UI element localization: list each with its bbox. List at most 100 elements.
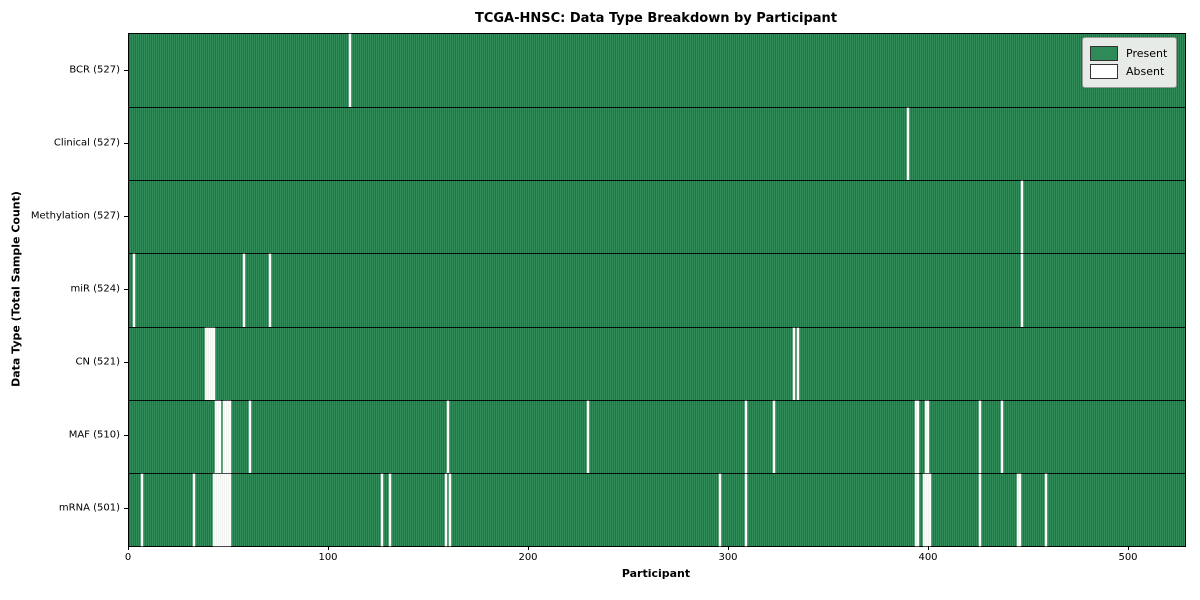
absent-bar [133, 254, 135, 327]
y-axis-tick [124, 289, 128, 290]
absent-bar [141, 473, 143, 546]
y-axis-tick [124, 215, 128, 217]
absent-bar [209, 327, 211, 400]
absent-bar [219, 473, 221, 546]
absent-bar [927, 473, 929, 546]
absent-bar [773, 400, 775, 473]
y-axis-tick [124, 362, 128, 364]
absent-bar [917, 400, 919, 473]
chart-title: TCGA-HNSC: Data Type Breakdown by Partic… [474, 11, 838, 26]
absent-bar [217, 473, 219, 546]
absent-bar [381, 473, 383, 546]
absent-bar [219, 400, 221, 473]
x-axis-label: Participant [621, 567, 691, 580]
absent-bar [979, 400, 981, 473]
y-tick-label: MAF (510) [68, 429, 120, 441]
absent-bar [1045, 473, 1047, 546]
absent-bar [349, 34, 351, 108]
absent-bar [213, 473, 215, 546]
legend-item-absent: Absent [1090, 64, 1167, 79]
row-band-methylation [129, 180, 1185, 254]
plot-area [128, 33, 1186, 547]
absent-bar [925, 400, 927, 473]
y-tick-label: CN (521) [75, 356, 120, 368]
row-band-mrna [129, 472, 1185, 546]
present-swatch-icon [1090, 46, 1118, 61]
x-tick-label: 500 [1118, 552, 1138, 563]
absent-bar [793, 327, 795, 400]
absent-bar [227, 400, 229, 473]
absent-bar [445, 473, 447, 546]
absent-bar [979, 473, 981, 546]
absent-bar [223, 473, 225, 546]
absent-bar [745, 400, 747, 473]
absent-bar [213, 327, 215, 400]
absent-bar [223, 400, 225, 473]
absent-bar [229, 400, 231, 473]
absent-bar [447, 400, 449, 473]
absent-bar [719, 473, 721, 546]
absent-bar [211, 327, 213, 400]
absent-bar [229, 473, 231, 546]
absent-swatch-icon [1090, 64, 1118, 79]
x-axis-tick [528, 546, 529, 550]
legend: Present Absent [1082, 37, 1178, 88]
legend-absent-label: Absent [1126, 65, 1165, 78]
absent-bar [923, 473, 925, 546]
absent-bar [1021, 181, 1023, 254]
absent-bar [389, 473, 391, 546]
absent-bar [217, 400, 219, 473]
absent-bar [925, 473, 927, 546]
y-tick-label: Clinical (527) [53, 137, 120, 149]
y-axis-tick [124, 508, 128, 510]
absent-bar [227, 473, 229, 546]
absent-bar [929, 473, 931, 546]
absent-bar [215, 400, 217, 473]
y-tick-label: BCR (527) [69, 64, 120, 76]
absent-bar [917, 473, 919, 546]
x-tick-label: 0 [124, 552, 132, 563]
y-axis-tick [124, 142, 128, 144]
absent-bar [225, 400, 227, 473]
absent-bar [449, 473, 451, 546]
absent-bar [205, 327, 207, 400]
row-band-mir [129, 253, 1185, 327]
absent-bar [907, 108, 909, 181]
absent-bar [215, 473, 217, 546]
legend-present-label: Present [1126, 47, 1168, 60]
absent-bar [927, 400, 929, 473]
absent-bar [225, 473, 227, 546]
absent-bar [1017, 473, 1019, 546]
y-axis-tick [124, 435, 128, 437]
row-band-bcr [129, 34, 1185, 108]
row-band-clinical [129, 107, 1185, 181]
x-tick-label: 100 [318, 552, 338, 563]
x-axis-tick [928, 546, 929, 550]
absent-bar [1001, 400, 1003, 473]
x-tick-label: 300 [718, 552, 738, 563]
absent-bar [269, 254, 271, 327]
absent-bar [243, 254, 245, 327]
x-axis-tick [128, 546, 129, 550]
absent-bar [249, 400, 251, 473]
x-tick-label: 400 [918, 552, 938, 563]
row-band-maf [129, 399, 1185, 473]
absent-bar [221, 473, 223, 546]
y-tick-label: Methylation (527) [30, 210, 120, 222]
absent-bar [207, 327, 209, 400]
x-axis-tick [728, 546, 729, 550]
absent-bar [1021, 254, 1023, 327]
absent-bar [745, 473, 747, 546]
absent-bar [915, 473, 917, 546]
absent-bar [1019, 473, 1021, 546]
y-tick-label: mRNA (501) [58, 502, 120, 514]
absent-bar [587, 400, 589, 473]
row-band-cn [129, 326, 1185, 400]
x-tick-label: 200 [518, 552, 538, 563]
absent-bar [193, 473, 195, 546]
x-axis-tick [1128, 546, 1129, 550]
absent-bar [797, 327, 799, 400]
legend-item-present: Present [1090, 46, 1167, 61]
y-axis-tick [124, 69, 128, 71]
